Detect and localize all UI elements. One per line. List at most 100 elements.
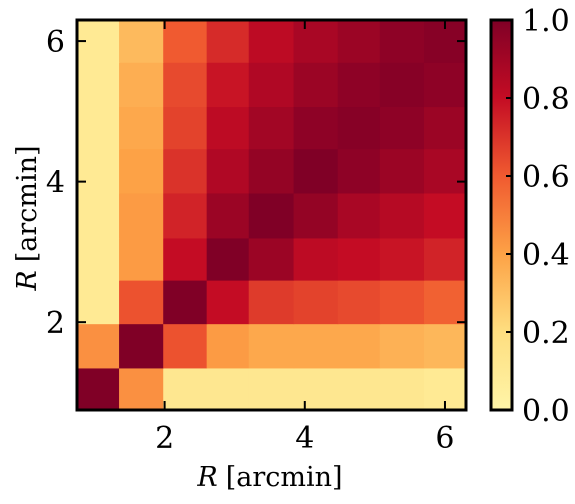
heatmap-cell-3-1: [119, 237, 164, 281]
x-tick-label: 2: [155, 421, 174, 456]
x-axis-label: R [arcmin]: [196, 462, 342, 493]
heatmap-cell-1-1: [119, 323, 164, 369]
y-axis-label: R [arcmin]: [12, 145, 43, 291]
heatmap-cell-0-2: [163, 367, 208, 411]
y-axis-label-unit: [arcmin]: [12, 145, 43, 262]
heatmap-cell-8-6: [337, 20, 381, 63]
heatmap-cell-2-6: [337, 280, 381, 325]
heatmap-cell-5-2: [163, 148, 208, 194]
heatmap-cell-7-2: [163, 62, 208, 108]
heatmap-cell-1-2: [163, 323, 208, 369]
heatmap-cell-1-0: [77, 323, 120, 369]
x-tick-label: 6: [435, 421, 454, 456]
y-axis-label-symbol: R: [12, 270, 43, 291]
heatmap-cell-5-3: [206, 148, 250, 194]
heatmap-cell-6-3: [206, 106, 250, 150]
heatmap-cell-4-2: [163, 192, 208, 239]
heatmap-cell-0-3: [206, 367, 250, 411]
heatmap-cell-0-5: [293, 367, 339, 411]
heatmap-cell-1-6: [337, 323, 381, 369]
heatmap-cell-3-2: [163, 237, 208, 281]
heatmap-cell-6-4: [248, 106, 295, 150]
heatmap-cell-5-0: [77, 148, 120, 194]
heatmap-cell-5-5: [293, 148, 339, 194]
heatmap-cell-2-3: [206, 280, 250, 325]
heatmap-cell-7-0: [77, 62, 120, 108]
colorbar-tick-label: 0.8: [522, 82, 570, 117]
colorbar-ticks: 0.0 0.2 0.4 0.6 0.8 1.0: [506, 4, 570, 429]
heatmap-cell-2-5: [293, 280, 339, 325]
heatmap-cell-7-6: [337, 62, 381, 108]
heatmap-cell-6-1: [119, 106, 164, 150]
heatmap-cell-7-1: [119, 62, 164, 108]
heatmap-cell-5-4: [248, 148, 295, 194]
heatmap-cell-0-1: [119, 367, 164, 411]
heatmap-cell-2-0: [77, 280, 120, 325]
colorbar-tick-label: 0.0: [522, 394, 570, 429]
plot-frame: [75, 18, 468, 412]
heatmap-cell-8-1: [119, 20, 164, 63]
heatmap-cell-3-5: [293, 237, 339, 281]
heatmap-cell-6-8: [423, 106, 467, 150]
colorbar: 0.0 0.2 0.4 0.6 0.8 1.0: [489, 4, 570, 429]
heatmap-cell-4-6: [337, 192, 381, 239]
heatmap-cell-5-6: [337, 148, 381, 194]
heatmap-cell-6-0: [77, 106, 120, 150]
heatmap-cell-6-2: [163, 106, 208, 150]
heatmap-cell-7-8: [423, 62, 467, 108]
heatmap-cell-7-4: [248, 62, 295, 108]
heatmap-cell-8-7: [379, 20, 425, 63]
axis-ticks: [77, 20, 466, 410]
heatmap-cell-4-3: [206, 192, 250, 239]
heatmap-cell-1-5: [293, 323, 339, 369]
heatmap-cell-4-1: [119, 192, 164, 239]
y-tick-label: 6: [46, 25, 65, 60]
heatmap-cell-1-7: [379, 323, 425, 369]
heatmap-cell-7-7: [379, 62, 425, 108]
heatmap-cell-5-1: [119, 148, 164, 194]
heatmap-cell-0-7: [379, 367, 425, 411]
x-axis-label-symbol: R: [196, 462, 217, 493]
heatmap-cell-1-8: [423, 323, 467, 369]
heatmap-cell-3-8: [423, 237, 467, 281]
heatmap-cell-2-2: [163, 280, 208, 325]
heatmap-cell-3-3: [206, 237, 250, 281]
heatmap-cell-6-6: [337, 106, 381, 150]
heatmap-cell-3-4: [248, 237, 295, 281]
heatmap-cell-4-4: [248, 192, 295, 239]
heatmap-cell-8-3: [206, 20, 250, 63]
heatmap-cell-1-4: [248, 323, 295, 369]
heatmap-cell-2-8: [423, 280, 467, 325]
heatmap-cell-6-5: [293, 106, 339, 150]
heatmap-cell-0-4: [248, 367, 295, 411]
heatmap-cell-4-0: [77, 192, 120, 239]
colorbar-tick-label: 0.4: [522, 238, 570, 273]
heatmap-cell-7-5: [293, 62, 339, 108]
heatmap-cell-5-8: [423, 148, 467, 194]
colorbar-tick-label: 0.6: [522, 160, 570, 195]
heatmap-cell-2-7: [379, 280, 425, 325]
heatmap-cell-3-7: [379, 237, 425, 281]
heatmap-cell-3-6: [337, 237, 381, 281]
heatmap-cell-6-7: [379, 106, 425, 150]
heatmap-cell-0-6: [337, 367, 381, 411]
heatmap-cell-3-0: [77, 237, 120, 281]
axis-tick-labels: 2 4 6 2 4 6: [46, 25, 455, 456]
heatmap-cell-2-1: [119, 280, 164, 325]
colorbar-frame: [489, 18, 514, 412]
heatmap-cell-5-7: [379, 148, 425, 194]
y-tick-label: 4: [46, 166, 65, 201]
heatmap-cell-8-4: [248, 20, 295, 63]
heatmap-cell-0-0: [77, 367, 120, 411]
heatmap-cell-7-3: [206, 62, 250, 108]
colorbar-tick-label: 1.0: [522, 4, 570, 39]
x-tick-label: 4: [295, 421, 314, 456]
heatmap-cells: [77, 20, 467, 411]
colorbar-tick-label: 0.2: [522, 316, 570, 351]
y-tick-label: 2: [46, 306, 65, 341]
heatmap-cell-4-5: [293, 192, 339, 239]
colorbar-gradient: [491, 20, 512, 410]
heatmap-cell-4-8: [423, 192, 467, 239]
heatmap-cell-4-7: [379, 192, 425, 239]
